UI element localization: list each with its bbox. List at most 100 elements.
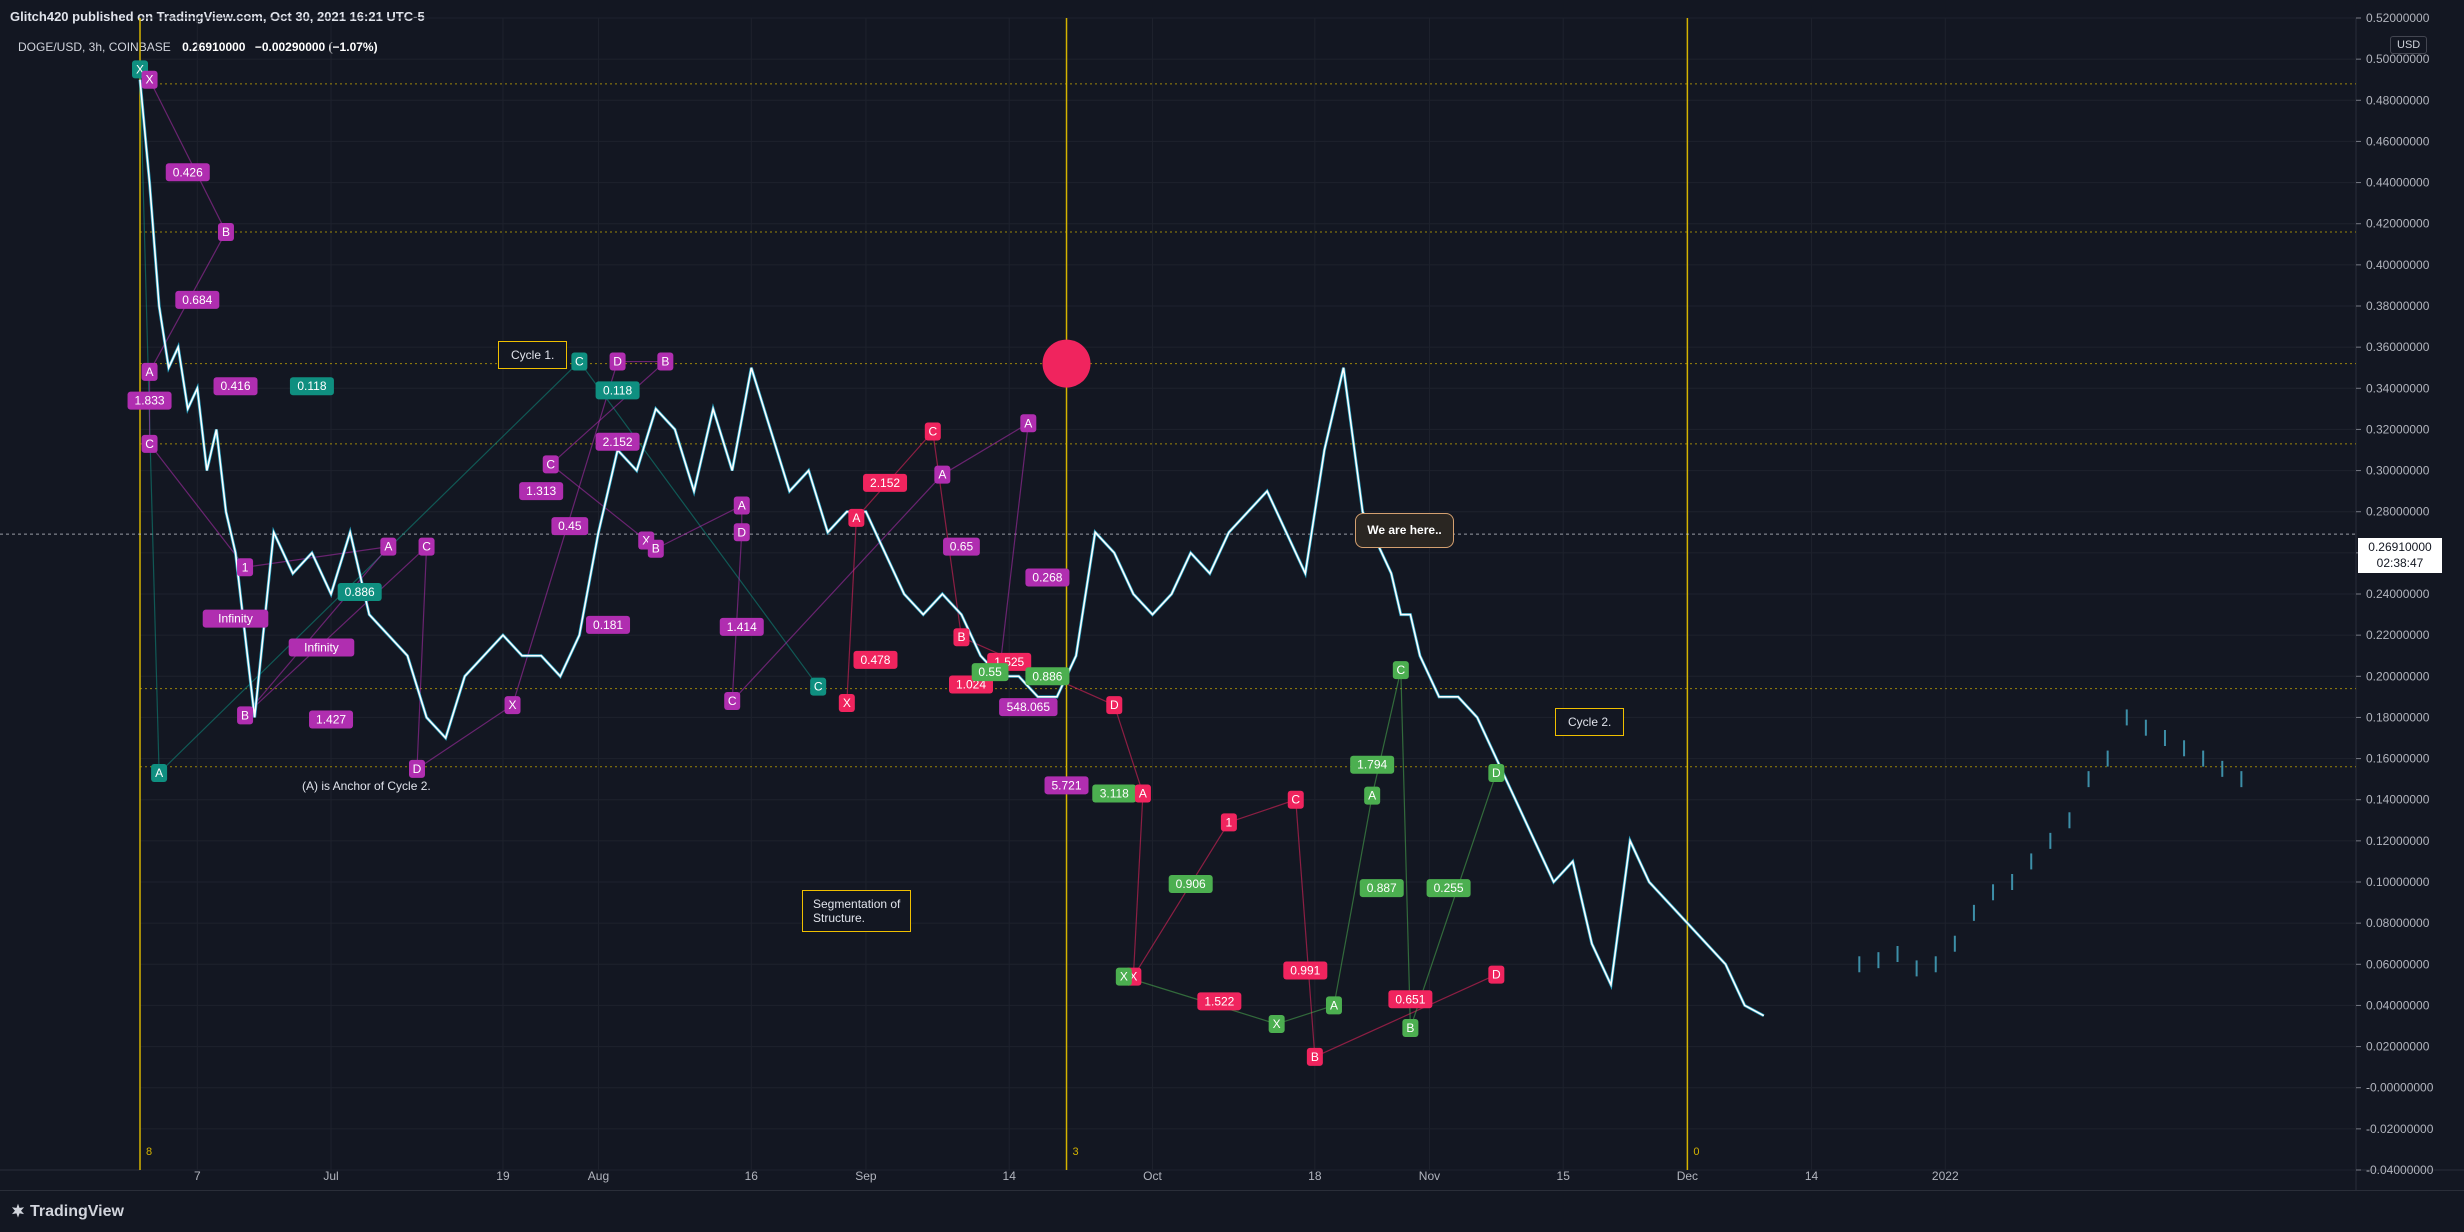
pattern-label-box — [1392, 661, 1409, 680]
pattern-label-box — [848, 508, 865, 527]
tradingview-mark-icon: 🟋 — [12, 1203, 25, 1220]
pattern-label-box — [1134, 784, 1151, 803]
y-tick-label: 0.16000000 — [2366, 752, 2430, 766]
pattern-label: A — [852, 511, 860, 525]
pattern-leg — [1314, 974, 1497, 1058]
pattern-label-box — [999, 698, 1058, 717]
pattern-label: 1.794 — [1357, 758, 1387, 772]
pattern-label-box — [202, 609, 269, 628]
pattern-leg — [1276, 1004, 1335, 1025]
currency-button[interactable]: USD — [2390, 36, 2428, 54]
x-tick-label: Oct — [1143, 1169, 1162, 1183]
pattern-label: B — [661, 355, 669, 369]
now-marker — [1042, 339, 1091, 388]
pattern-label: B — [957, 630, 965, 644]
pattern-label-box — [551, 517, 589, 536]
pattern-label-box — [1388, 990, 1433, 1009]
pattern-leg — [578, 361, 819, 687]
x-tick-label: Dec — [1677, 1169, 1698, 1183]
pattern-label: B — [241, 708, 249, 722]
x-tick-label: Jul — [323, 1169, 338, 1183]
pattern-label: A — [384, 540, 392, 554]
pattern-leg — [846, 517, 857, 704]
y-tick-label: 0.10000000 — [2366, 875, 2430, 889]
y-tick-label: 0.38000000 — [2366, 299, 2430, 313]
pattern-label: D — [1110, 698, 1119, 712]
pattern-label-box — [1488, 965, 1505, 984]
pattern-label: 0.478 — [860, 653, 890, 667]
vertical-marker-label: 8 — [146, 1146, 152, 1158]
x-tick-label: 15 — [1557, 1169, 1571, 1183]
pattern-leg — [942, 422, 1029, 476]
pattern-label-box — [1020, 414, 1037, 433]
pattern-label: D — [737, 525, 746, 539]
y-tick-label: 0.32000000 — [2366, 422, 2430, 436]
pattern-leg — [416, 704, 513, 770]
pattern-label: 1.833 — [135, 394, 165, 408]
pattern-label-box — [953, 628, 970, 647]
pattern-label-box — [1306, 1047, 1323, 1066]
pattern-label-box — [213, 377, 258, 396]
symbol-legend[interactable]: DOGE/USD, 3h, COINBASE 0.26910000 −0.002… — [18, 40, 378, 54]
y-tick-label: 0.42000000 — [2366, 217, 2430, 231]
x-tick-label: 18 — [1308, 1169, 1322, 1183]
pattern-label-box — [165, 163, 210, 182]
pattern-label: 0.255 — [1434, 881, 1464, 895]
pattern-label-box — [1168, 875, 1213, 894]
pattern-label: C — [422, 540, 431, 554]
pattern-label-box — [971, 663, 1009, 682]
y-tick-label: 0.04000000 — [2366, 998, 2430, 1012]
footer: 🟋 TradingView — [0, 1190, 2464, 1232]
pattern-label-box — [733, 523, 750, 542]
symbol-name: DOGE/USD, 3h, COINBASE — [18, 40, 171, 54]
pattern-label-box — [810, 677, 827, 696]
pattern-label-box — [237, 558, 254, 577]
pattern-label: A — [1368, 789, 1376, 803]
vertical-marker-label: 3 — [1073, 1146, 1079, 1158]
pattern-label: 0.684 — [182, 293, 212, 307]
pattern-leg — [550, 361, 666, 465]
pattern-label: X — [509, 698, 517, 712]
x-tick-label: Nov — [1419, 1169, 1440, 1183]
pattern-label-box — [1325, 996, 1342, 1015]
y-tick-label: 0.34000000 — [2366, 381, 2430, 395]
pattern-label: D — [1492, 968, 1501, 982]
pattern-label: B — [652, 542, 660, 556]
pattern-label: A — [738, 499, 746, 513]
pattern-label: X — [1129, 970, 1137, 984]
pattern-label-box — [1364, 786, 1381, 805]
y-tick-label: 0.28000000 — [2366, 505, 2430, 519]
cycle-1-note: Cycle 1. — [498, 341, 568, 369]
pattern-label: 2.152 — [870, 476, 900, 490]
pattern-label: 0.118 — [297, 379, 326, 393]
pattern-label-box — [924, 422, 941, 441]
pattern-leg — [244, 546, 389, 568]
pattern-label: 1.414 — [727, 620, 757, 634]
pattern-label: 0.65 — [950, 540, 974, 554]
bar-countdown: 02:38:47 — [2376, 556, 2424, 570]
pattern-label: C — [546, 457, 555, 471]
pattern-label: 0.886 — [1032, 669, 1062, 683]
pattern-label: C — [728, 694, 737, 708]
current-price-value: 0.26910000 — [2368, 540, 2432, 554]
y-tick-label: -0.00000000 — [2366, 1081, 2434, 1095]
pattern-leg — [1132, 793, 1144, 977]
y-tick-label: 0.06000000 — [2366, 957, 2430, 971]
current-price-tag: 0.26910000 02:38:47 — [2358, 538, 2442, 573]
y-tick-label: 0.08000000 — [2366, 916, 2430, 930]
pattern-label-box — [288, 638, 355, 657]
tradingview-logo[interactable]: 🟋 TradingView — [12, 1201, 124, 1223]
x-tick-label: 2022 — [1932, 1169, 1959, 1183]
y-tick-label: 0.36000000 — [2366, 340, 2430, 354]
x-tick-label: 14 — [1805, 1169, 1819, 1183]
pattern-label: 548.065 — [1007, 700, 1051, 714]
pattern-label-box — [1197, 992, 1242, 1011]
pattern-leg — [244, 546, 389, 716]
pattern-label-box — [586, 615, 631, 634]
pattern-leg — [158, 361, 580, 774]
price-chart[interactable]: 0.52000000 0.50000000 0.48000000 0.46000000… — [0, 0, 2464, 1190]
pattern-label: A — [1139, 787, 1147, 801]
pattern-label: 0.181 — [593, 618, 623, 632]
pattern-label: X — [843, 696, 851, 710]
pattern-label-box — [943, 537, 980, 556]
